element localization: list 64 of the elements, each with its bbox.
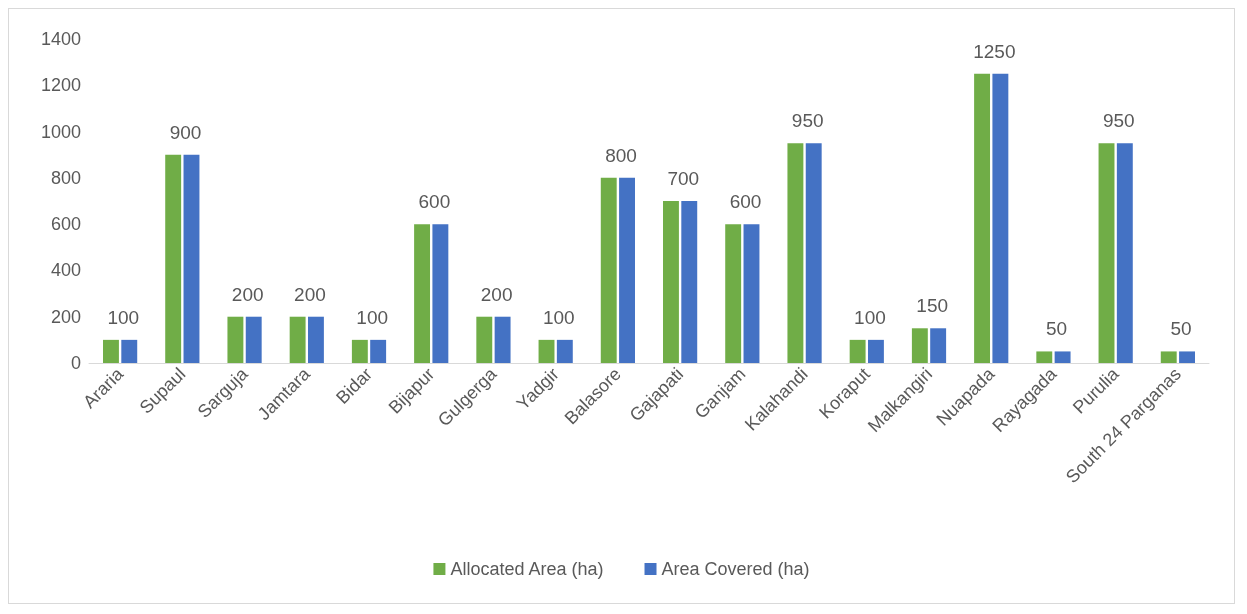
data-label: 100 [107,306,140,328]
bar [619,177,635,363]
data-label: 700 [667,168,700,189]
bar [103,339,119,363]
bar [289,316,306,363]
data-label: 100 [542,306,575,328]
bar [681,201,698,363]
bar [1098,143,1115,363]
legend-label: Allocated Area (ha) [450,559,604,579]
data-label: 950 [791,110,824,132]
bar [494,316,511,363]
data-label: 800 [605,144,637,166]
bar [805,143,822,363]
y-tick-label: 1000 [40,121,81,142]
bar [183,154,200,363]
bar [476,316,493,363]
bar [1179,351,1195,363]
bar [663,201,679,363]
bar [867,339,884,363]
bar [370,339,387,363]
data-label: 900 [169,121,202,143]
bar [432,224,449,363]
y-tick-label: 400 [50,260,81,281]
y-tick-label: 0 [70,353,81,373]
bar [930,328,947,363]
data-label: 600 [418,191,451,213]
data-label: 1250 [973,40,1016,62]
bar [245,316,262,363]
data-label: 100 [854,306,886,328]
data-label: 600 [729,191,762,213]
y-tick-label: 200 [50,306,81,327]
bar [911,328,928,363]
bar [1036,351,1053,363]
bar [351,339,368,363]
data-label: 200 [231,283,264,305]
data-label: 950 [1102,110,1135,132]
bar [1160,351,1177,363]
bar [974,73,991,363]
bar [600,177,617,363]
data-label: 200 [294,283,326,305]
y-tick-label: 1400 [40,29,81,49]
bar [1116,143,1133,363]
data-label: 150 [916,295,948,317]
bar [1054,351,1071,363]
bar [725,224,742,363]
data-label: 50 [1170,318,1192,340]
bar [849,339,866,363]
data-label: 50 [1046,318,1068,340]
y-tick-label: 600 [50,214,81,235]
bar [538,339,555,363]
bar [165,154,182,363]
bar [992,73,1009,363]
bar [307,316,324,363]
bar [787,143,804,363]
bar [743,224,760,363]
data-label: 200 [480,283,513,305]
bar [121,339,138,363]
bar [414,224,431,363]
legend-label: Area Covered (ha) [661,559,810,579]
y-tick-label: 800 [50,167,81,188]
data-label: 100 [356,306,388,328]
bar [227,316,244,363]
y-tick-label: 1200 [40,75,81,96]
bar [556,339,573,363]
